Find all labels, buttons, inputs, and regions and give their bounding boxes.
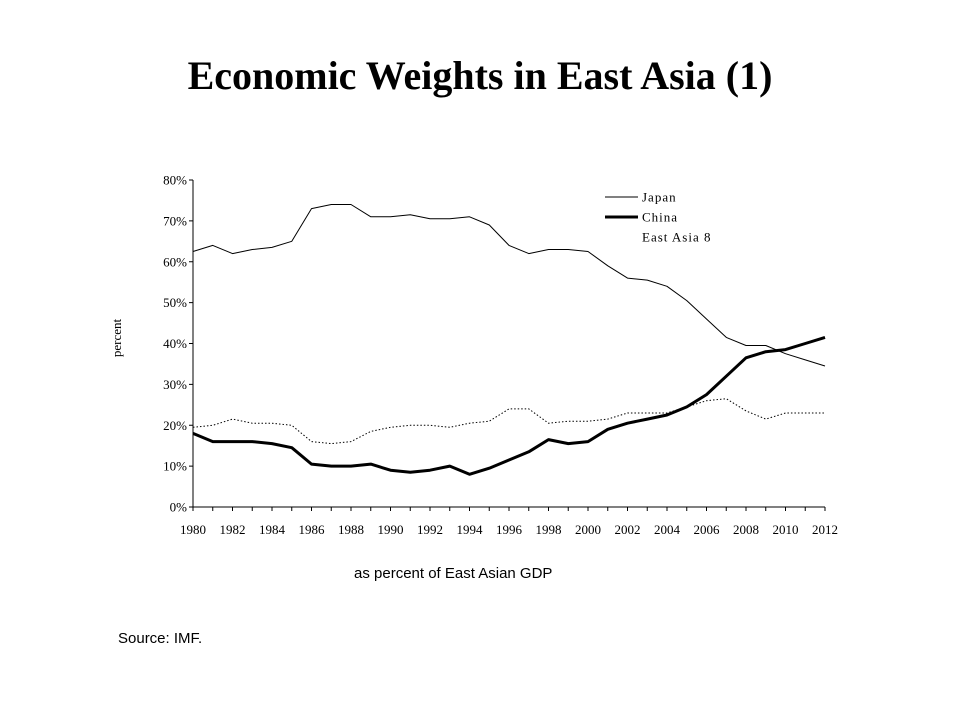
x-tick-label: 2008 xyxy=(733,522,759,537)
x-tick-label: 1980 xyxy=(180,522,206,537)
y-tick-label: 80% xyxy=(163,173,187,188)
y-tick-label: 60% xyxy=(163,254,187,269)
x-tick-label: 1986 xyxy=(299,522,326,537)
y-tick-label: 40% xyxy=(163,336,187,351)
legend-label: China xyxy=(642,210,678,225)
chart-axes: 0% 10% 20% 30% 40% 50% 60% 70% 80% 1980 1982 1984 19… xyxy=(163,173,838,538)
y-tick-label: 70% xyxy=(163,213,187,228)
x-tick-label: 1990 xyxy=(378,522,404,537)
x-tick-label: 1988 xyxy=(338,522,364,537)
x-tick-label: 1994 xyxy=(457,522,484,537)
chart-caption: as percent of East Asian GDP xyxy=(354,565,553,582)
x-tick-label: 1982 xyxy=(220,522,246,537)
y-tick-label: 10% xyxy=(163,459,187,474)
series-line-east-asia-8 xyxy=(192,398,825,445)
slide-title: Economic Weights in East Asia (1) xyxy=(187,53,773,98)
x-tick-label: 1998 xyxy=(536,522,562,537)
legend-label: Japan xyxy=(642,190,677,205)
y-axis-label: percent xyxy=(109,318,124,357)
y-tick-label: 0% xyxy=(170,500,188,515)
x-tick-label: 2000 xyxy=(575,522,601,537)
series-line-china xyxy=(192,335,826,476)
y-tick-label: 50% xyxy=(163,295,187,310)
source-note: Source: IMF. xyxy=(118,630,203,647)
legend-label: East Asia 8 xyxy=(642,230,712,245)
x-tick-label: 1984 xyxy=(259,522,286,537)
x-tick-label: 2012 xyxy=(812,522,838,537)
x-tick-label: 2004 xyxy=(654,522,681,537)
chart-legend: Japan China East Asia 8 xyxy=(605,190,712,245)
y-tick-label: 30% xyxy=(163,377,187,392)
x-tick-label: 1992 xyxy=(417,522,443,537)
x-tick-label: 1996 xyxy=(496,522,523,537)
series-layer xyxy=(192,204,826,476)
series-line-japan xyxy=(192,204,826,367)
x-tick-label: 2002 xyxy=(615,522,641,537)
y-tick-label: 20% xyxy=(163,418,187,433)
x-tick-label: 2010 xyxy=(773,522,799,537)
x-tick-label: 2006 xyxy=(694,522,721,537)
